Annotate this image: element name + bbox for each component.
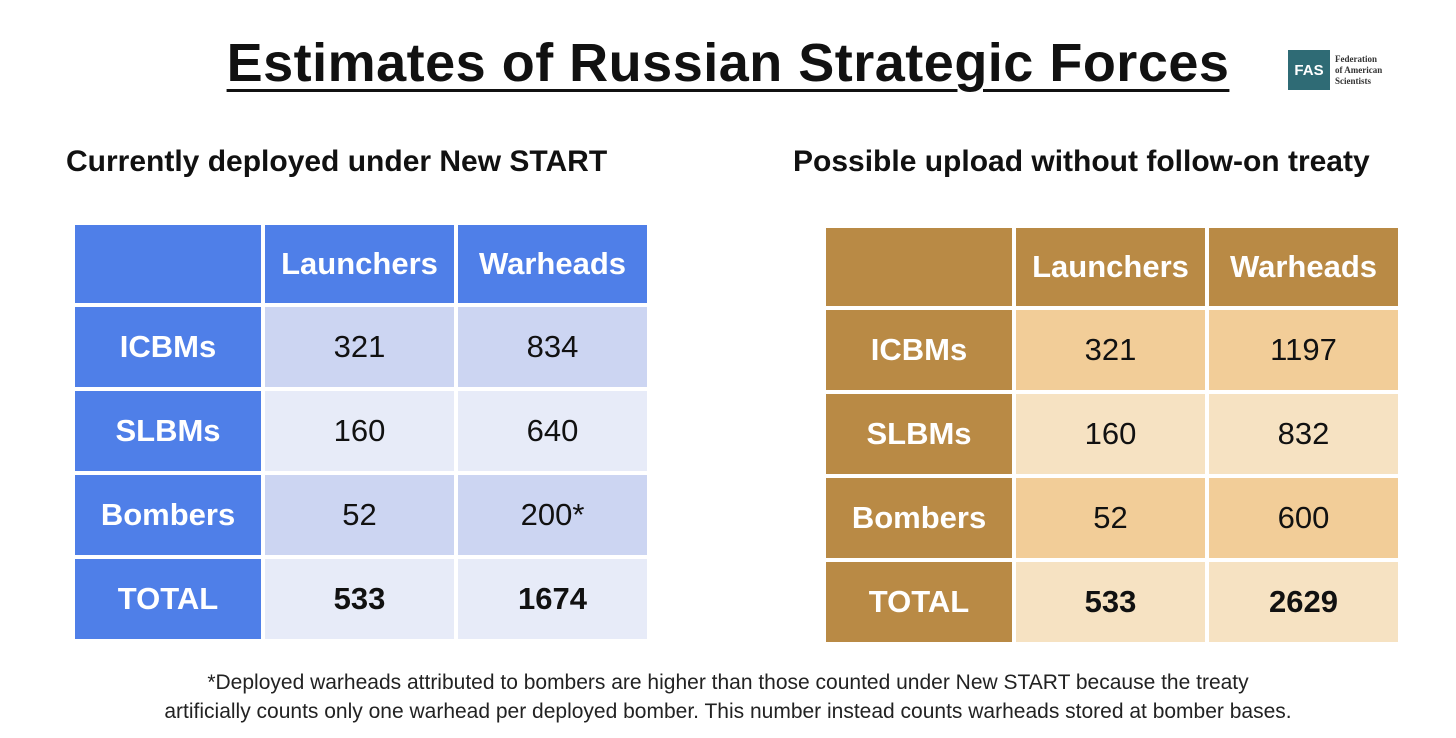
fas-logo-badge: FAS [1288,50,1330,90]
table-row: Bombers 52 200* [73,473,649,557]
header-corner [824,226,1014,308]
launchers-total: 533 [263,557,456,641]
header-warheads: Warheads [456,223,649,305]
footnote: *Deployed warheads attributed to bombers… [0,668,1456,726]
launchers-value: 52 [1014,476,1207,560]
page-title-text: Estimates of Russian Strategic Forces [226,33,1230,93]
row-label: TOTAL [73,557,263,641]
row-label: Bombers [73,473,263,557]
footnote-line-1: *Deployed warheads attributed to bombers… [207,671,1249,694]
launchers-total: 533 [1014,560,1207,644]
table-header-row: Launchers Warheads [824,226,1400,308]
row-label: SLBMs [824,392,1014,476]
left-table-title: Currently deployed under New START [66,145,608,178]
row-label: ICBMs [824,308,1014,392]
warheads-value: 832 [1207,392,1400,476]
fas-logo-line-1: Federation [1335,53,1377,64]
header-warheads: Warheads [1207,226,1400,308]
warheads-total: 2629 [1207,560,1400,644]
table-row-total: TOTAL 533 2629 [824,560,1400,644]
row-label: TOTAL [824,560,1014,644]
launchers-value: 321 [263,305,456,389]
fas-logo: FAS Federation of American Scientists [1288,50,1382,90]
fas-logo-line-2: of American [1335,64,1383,75]
table-row-total: TOTAL 533 1674 [73,557,649,641]
page-title: Estimates of Russian Strategic Forces [0,32,1456,94]
launchers-value: 160 [263,389,456,473]
fas-logo-text: Federation of American Scientists [1335,54,1382,87]
header-corner [73,223,263,305]
header-launchers: Launchers [263,223,456,305]
table-row: ICBMs 321 1197 [824,308,1400,392]
row-label: Bombers [824,476,1014,560]
warheads-value: 834 [456,305,649,389]
header-launchers: Launchers [1014,226,1207,308]
table-row: SLBMs 160 640 [73,389,649,473]
launchers-value: 321 [1014,308,1207,392]
warheads-total: 1674 [456,557,649,641]
fas-logo-line-3: Scientists [1335,75,1371,86]
upload-table: Launchers Warheads ICBMs 321 1197 SLBMs … [824,226,1400,644]
deployed-table: Launchers Warheads ICBMs 321 834 SLBMs 1… [73,223,649,641]
launchers-value: 160 [1014,392,1207,476]
table-row: ICBMs 321 834 [73,305,649,389]
row-label: ICBMs [73,305,263,389]
table-row: SLBMs 160 832 [824,392,1400,476]
launchers-value: 52 [263,473,456,557]
warheads-value: 200* [456,473,649,557]
right-table-title: Possible upload without follow-on treaty [793,145,1370,178]
table-row: Bombers 52 600 [824,476,1400,560]
table-header-row: Launchers Warheads [73,223,649,305]
warheads-value: 640 [456,389,649,473]
warheads-value: 1197 [1207,308,1400,392]
row-label: SLBMs [73,389,263,473]
warheads-value: 600 [1207,476,1400,560]
footnote-line-2: artificially counts only one warhead per… [164,700,1292,723]
